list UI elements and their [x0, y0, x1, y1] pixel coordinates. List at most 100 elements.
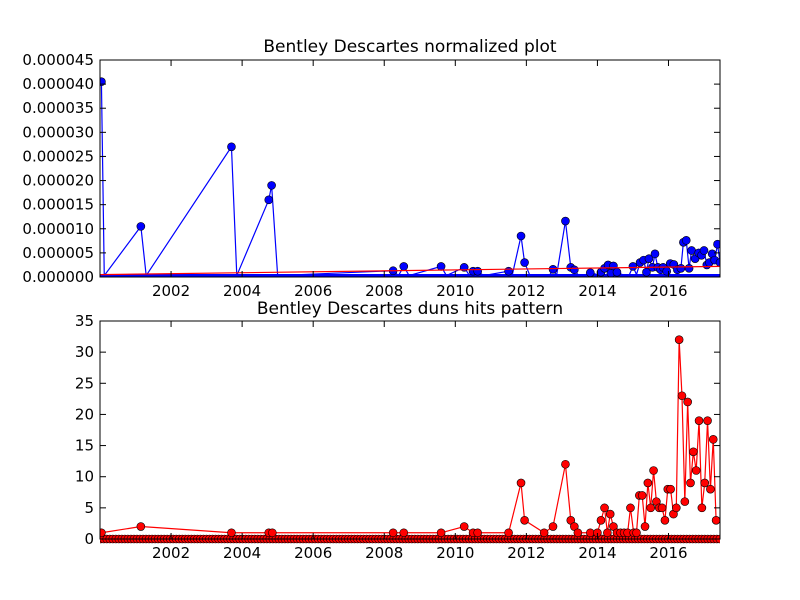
normalized-data-point	[642, 267, 651, 277]
normalized-data-point	[612, 267, 622, 277]
normalized-data-point	[504, 266, 513, 276]
normalized-plot-area	[100, 77, 720, 278]
normalized-series-line	[100, 265, 720, 276]
normalized-xtick-label: 2010	[436, 282, 474, 300]
normalized-data-point	[676, 264, 686, 273]
normalized-data-point	[650, 249, 660, 259]
duns-hits-data-point	[674, 335, 684, 344]
duns-hits-ytick-label: 30	[75, 343, 94, 361]
duns-hits-data-point	[711, 516, 720, 525]
normalized-ytick-label: 0.000020	[22, 172, 94, 190]
duns-hits-data-point	[697, 503, 707, 513]
duns-hits-data-point	[677, 391, 687, 401]
normalized-data-point	[715, 258, 720, 267]
duns-hits-data-point	[100, 528, 106, 538]
duns-hits-xtick-label: 2014	[578, 544, 616, 562]
normalized-xtick-label: 2006	[294, 282, 332, 300]
duns-hits-data-point	[459, 522, 469, 531]
normalized-xtick-label: 2016	[649, 282, 687, 300]
normalized-plot-data	[100, 77, 720, 278]
normalized-ytick-label: 0.000035	[22, 99, 94, 117]
normalized-data-point	[436, 262, 446, 271]
duns-hits-series-line	[101, 339, 717, 534]
normalized-plot-ticks: 2002 2004 2006 2008 2010 2012 2014 2016 0.000000…	[22, 51, 720, 300]
normalized-data-point	[264, 195, 274, 205]
duns-hits-xtick-label: 2010	[436, 544, 474, 562]
duns-hits-data-point	[268, 528, 277, 538]
duns-hits-plot-data	[100, 335, 720, 544]
duns-hits-data-point	[691, 466, 701, 475]
normalized-data-point	[267, 181, 276, 190]
duns-hits-data-point	[666, 484, 675, 494]
normalized-ytick-label: 0.000015	[22, 196, 94, 214]
normalized-ytick-label: 0.000025	[22, 147, 94, 165]
duns-hits-xtick-label: 2012	[507, 544, 545, 562]
normalized-data-point	[586, 268, 595, 277]
normalized-ytick-label: 0.000005	[22, 244, 94, 262]
duns-hits-data-point	[646, 503, 656, 513]
duns-hits-data-point	[548, 522, 558, 531]
normalized-data-point	[227, 142, 236, 152]
normalized-plot-frame	[99, 59, 721, 278]
duns-hits-data-point	[539, 528, 549, 538]
duns-hits-data-point	[136, 522, 146, 531]
normalized-data-point	[473, 266, 482, 276]
duns-hits-xtick-label: 2008	[365, 544, 403, 562]
duns-hits-data-point	[520, 516, 529, 525]
duns-hits-data-point	[626, 503, 635, 513]
duns-hits-data-point	[680, 497, 690, 506]
normalized-plot-title: Bentley Descartes normalized plot	[263, 37, 557, 57]
duns-hits-data-point	[686, 478, 695, 488]
normalized-data-point	[644, 254, 654, 263]
duns-hits-data-point	[700, 478, 710, 488]
normalized-data-point	[681, 236, 691, 245]
duns-hits-data-point	[649, 466, 658, 475]
duns-hits-data-point	[637, 491, 647, 500]
normalized-data-point	[687, 246, 696, 255]
duns-hits-data-point	[516, 478, 526, 488]
duns-hits-data-point	[473, 528, 482, 538]
duns-hits-data-point	[436, 528, 446, 538]
normalized-ytick-label: 0.000010	[22, 220, 94, 238]
duns-hits-data-point	[632, 528, 641, 538]
normalized-data-point	[561, 216, 570, 226]
duns-hits-data-point	[708, 435, 718, 444]
normalized-xtick-label: 2008	[365, 282, 403, 300]
duns-hits-data-point	[660, 516, 670, 525]
duns-hits-plot-area	[100, 335, 720, 544]
duns-hits-ytick-label: 20	[75, 405, 94, 423]
normalized-ytick-label: 0.000030	[22, 123, 94, 141]
normalized-data-point	[570, 265, 579, 275]
duns-hits-data-point	[561, 459, 570, 469]
normalized-data-point	[516, 231, 526, 241]
normalized-data-point	[399, 262, 409, 271]
normalized-xtick-label: 2004	[223, 282, 261, 300]
duns-hits-data-point	[573, 528, 583, 538]
normalized-data-point	[520, 258, 529, 267]
duns-hits-ytick-label: 25	[75, 374, 94, 392]
duns-hits-xtick-label: 2004	[223, 544, 261, 562]
duns-hits-plot: Bentley Descartes duns hits pattern 2002…	[75, 299, 721, 562]
normalized-xtick-label: 2012	[507, 282, 545, 300]
duns-hits-data-point	[643, 478, 653, 488]
duns-hits-data-point	[657, 503, 667, 513]
normalized-data-point	[136, 222, 146, 231]
normalized-ytick-label: 0.000045	[22, 51, 94, 69]
duns-hits-data-point	[227, 528, 236, 538]
duns-hits-ytick-label: 5	[84, 499, 94, 517]
duns-hits-data-point	[605, 509, 615, 519]
duns-hits-data-point	[399, 528, 409, 538]
normalized-xtick-label: 2002	[152, 282, 190, 300]
duns-hits-data-point	[640, 522, 650, 531]
normalized-plot: Bentley Descartes normalized plot 2002 20…	[22, 37, 721, 300]
duns-hits-data-point	[694, 416, 704, 425]
duns-hits-data-point	[504, 528, 513, 538]
normalized-data-point	[548, 264, 558, 274]
duns-hits-ytick-label: 35	[75, 312, 94, 330]
normalized-xtick-label: 2014	[578, 282, 616, 300]
normalized-ytick-label: 0.000040	[22, 75, 94, 93]
duns-hits-xtick-label: 2016	[649, 544, 687, 562]
duns-hits-data-point	[689, 447, 698, 457]
duns-hits-data-point	[596, 516, 606, 525]
